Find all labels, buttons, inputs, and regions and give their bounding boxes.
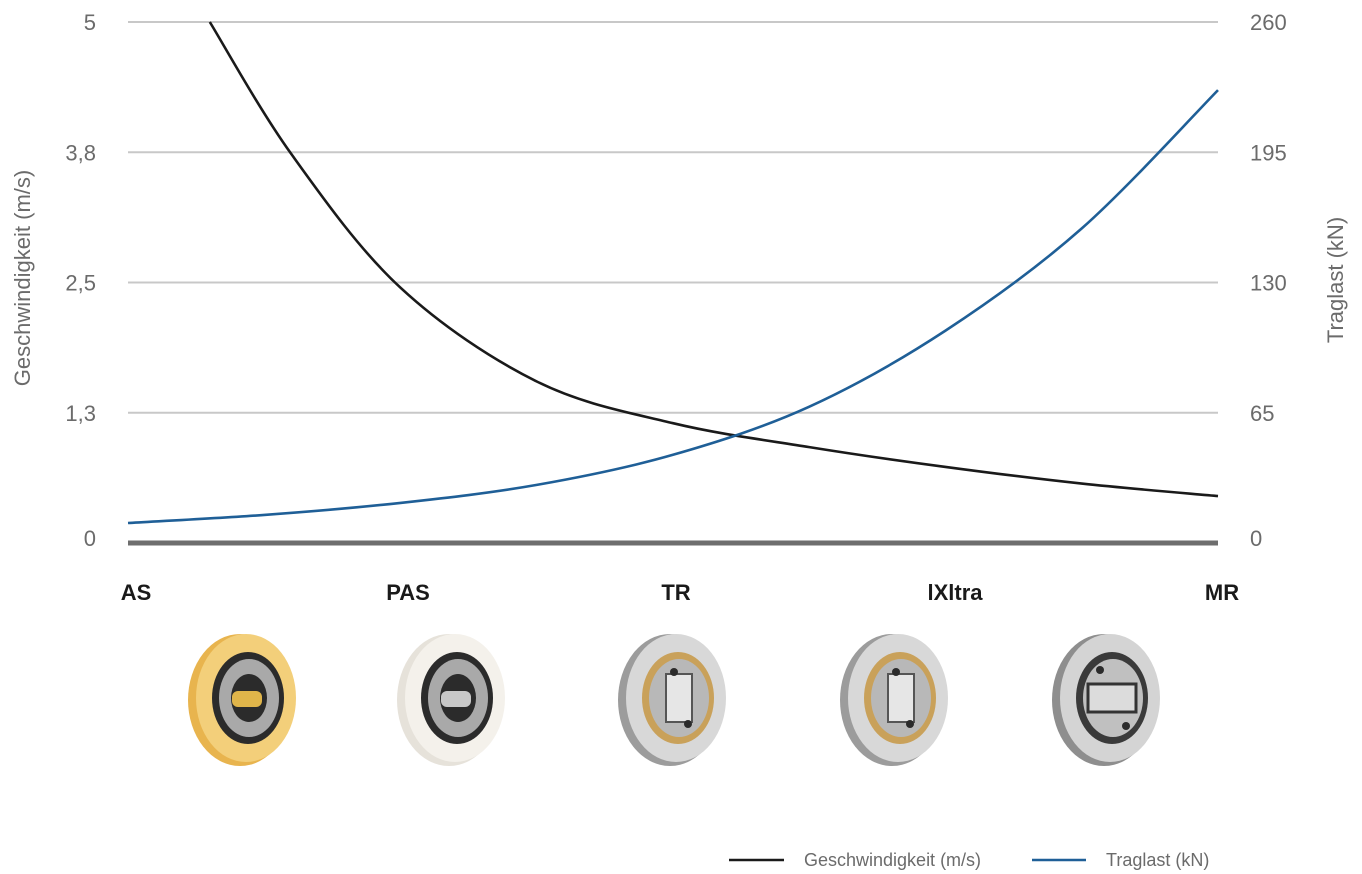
category-label: TR [661,580,690,605]
category-label: MR [1205,580,1239,605]
legend-label: Geschwindigkeit (m/s) [804,850,981,870]
pas-wheel-icon [397,634,505,766]
left-tick-label: 5 [84,10,96,35]
left-y-ticks: 0 1,3 2,5 3,8 5 [65,10,96,551]
left-tick-label: 2,5 [65,271,96,296]
geschwindigkeit-line [208,21,1219,498]
right-y-ticks: 0 65 130 195 260 [1250,10,1287,551]
left-y-axis-title: Geschwindigkeit (m/s) [10,170,35,386]
right-tick-label: 65 [1250,401,1274,426]
left-tick-label: 0 [84,526,96,551]
legend-label: Traglast (kN) [1106,850,1209,870]
category-label: AS [121,580,152,605]
category-label: lXltra [927,580,983,605]
product-images [188,634,1160,766]
ixltra-bearing-icon [840,634,948,766]
mr-bearing-icon [1052,634,1160,766]
left-tick-label: 1,3 [65,401,96,426]
category-label: PAS [386,580,430,605]
tr-bearing-icon [618,634,726,766]
grid-lines [128,21,1218,414]
right-tick-label: 260 [1250,10,1287,35]
series-lines [127,21,1219,525]
as-wheel-icon [188,634,296,766]
left-tick-label: 3,8 [65,140,96,165]
right-y-axis-title: Traglast (kN) [1323,217,1348,343]
right-tick-label: 130 [1250,271,1287,296]
category-labels: AS PAS TR lXltra MR [121,580,1239,605]
right-tick-label: 195 [1250,140,1287,165]
legend-geschwindigkeit: Geschwindigkeit (m/s) [729,850,981,870]
legend-traglast: Traglast (kN) [1032,850,1209,870]
right-tick-label: 0 [1250,526,1262,551]
legend: Geschwindigkeit (m/s) Traglast (kN) [729,850,1209,870]
traglast-line [127,89,1219,525]
